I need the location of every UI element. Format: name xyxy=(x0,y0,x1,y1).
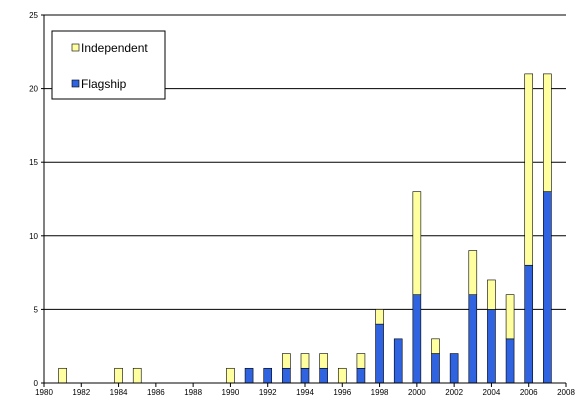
bar-independent-1985 xyxy=(132,367,142,384)
bar-flagship-2007 xyxy=(543,191,552,384)
legend-swatch-flagship xyxy=(71,79,80,88)
x-tick-label-1984: 1984 xyxy=(110,388,128,397)
y-tick-label-5: 5 xyxy=(34,305,39,314)
bar-independent-2003 xyxy=(468,250,478,295)
legend-box xyxy=(51,30,166,100)
y-tick-label-15: 15 xyxy=(29,158,38,167)
y-tick-label-10: 10 xyxy=(29,232,38,241)
bar-flagship-1991 xyxy=(244,367,254,384)
bar-flagship-2006 xyxy=(524,264,534,384)
bar-flagship-2001 xyxy=(431,353,440,384)
bar-flagship-1993 xyxy=(282,367,291,384)
bar-flagship-1994 xyxy=(300,367,310,384)
y-tick-label-0: 0 xyxy=(34,379,39,388)
bar-flagship-1999 xyxy=(393,338,403,384)
y-tick-label-25: 25 xyxy=(29,11,38,20)
bar-flagship-2003 xyxy=(468,294,478,384)
bar-independent-1996 xyxy=(337,367,347,384)
x-tick-label-1988: 1988 xyxy=(184,388,202,397)
bar-flagship-1998 xyxy=(375,323,384,384)
bar-flagship-2000 xyxy=(412,294,422,384)
x-tick-label-1998: 1998 xyxy=(371,388,389,397)
bar-independent-1997 xyxy=(356,353,366,369)
x-tick-label-2006: 2006 xyxy=(520,388,538,397)
bar-independent-1995 xyxy=(319,353,328,369)
bar-independent-2007 xyxy=(543,73,552,192)
bar-independent-1990 xyxy=(226,367,235,384)
tick-labels: 0 5 10 15 20 25 1980 1982 1984 1986 1988 1990 1992 19… xyxy=(29,11,575,397)
bar-independent-1994 xyxy=(300,353,310,369)
bar-independent-2006 xyxy=(524,73,534,266)
legend-swatch-independent xyxy=(71,43,80,52)
x-tick-label-1994: 1994 xyxy=(296,388,314,397)
bar-independent-2004 xyxy=(487,279,496,310)
legend-label-flagship: Flagship xyxy=(81,77,127,91)
bar-independent-2005 xyxy=(505,294,515,340)
x-tick-label-1992: 1992 xyxy=(259,388,277,397)
bar-independent-1993 xyxy=(282,353,291,369)
x-tick-label-1980: 1980 xyxy=(35,388,53,397)
bar-flagship-1992 xyxy=(263,367,273,384)
x-tick-label-2000: 2000 xyxy=(408,388,426,397)
x-tick-label-1982: 1982 xyxy=(72,388,90,397)
bar-independent-2000 xyxy=(412,191,422,295)
y-tick-label-20: 20 xyxy=(29,85,38,94)
bar-flagship-2004 xyxy=(487,309,496,384)
bar-independent-2001 xyxy=(431,338,440,354)
bar-independent-1984 xyxy=(114,367,123,384)
x-tick-label-1990: 1990 xyxy=(222,388,240,397)
x-tick-label-2002: 2002 xyxy=(445,388,463,397)
x-tick-label-1996: 1996 xyxy=(333,388,351,397)
x-tick-label-2004: 2004 xyxy=(483,388,501,397)
bar-independent-1998 xyxy=(375,309,384,325)
legend: Independent Flagship xyxy=(51,30,166,100)
bars xyxy=(58,73,552,384)
axes xyxy=(41,14,567,387)
bar-independent-1981 xyxy=(58,367,67,384)
bar-flagship-2005 xyxy=(505,338,515,384)
bar-flagship-2002 xyxy=(449,353,459,384)
bar-flagship-1995 xyxy=(319,367,328,384)
x-tick-label-2008: 2008 xyxy=(557,388,575,397)
bar-flagship-1997 xyxy=(356,367,366,384)
x-tick-label-1986: 1986 xyxy=(147,388,165,397)
legend-label-independent: Independent xyxy=(81,41,148,55)
